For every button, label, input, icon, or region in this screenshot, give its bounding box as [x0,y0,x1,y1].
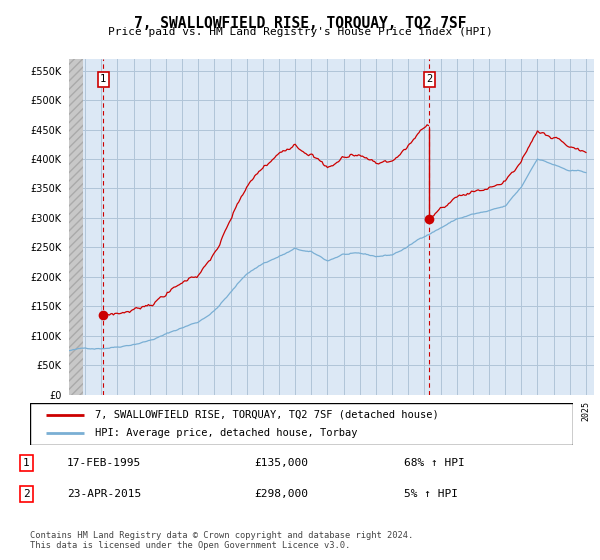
Text: Price paid vs. HM Land Registry's House Price Index (HPI): Price paid vs. HM Land Registry's House … [107,27,493,37]
Text: 5% ↑ HPI: 5% ↑ HPI [404,489,458,499]
Text: 7, SWALLOWFIELD RISE, TORQUAY, TQ2 7SF (detached house): 7, SWALLOWFIELD RISE, TORQUAY, TQ2 7SF (… [95,410,439,420]
Text: HPI: Average price, detached house, Torbay: HPI: Average price, detached house, Torb… [95,428,358,438]
Text: 1: 1 [23,458,30,468]
Text: 2: 2 [426,74,433,85]
Text: 7, SWALLOWFIELD RISE, TORQUAY, TQ2 7SF: 7, SWALLOWFIELD RISE, TORQUAY, TQ2 7SF [134,16,466,31]
Text: 23-APR-2015: 23-APR-2015 [67,489,141,499]
Bar [69,59,83,395]
Text: 1: 1 [100,74,106,85]
Text: £135,000: £135,000 [254,458,308,468]
Text: 2: 2 [23,489,30,499]
Text: 17-FEB-1995: 17-FEB-1995 [67,458,141,468]
Text: Contains HM Land Registry data © Crown copyright and database right 2024.
This d: Contains HM Land Registry data © Crown c… [30,531,413,550]
Text: £298,000: £298,000 [254,489,308,499]
Text: 68% ↑ HPI: 68% ↑ HPI [404,458,464,468]
